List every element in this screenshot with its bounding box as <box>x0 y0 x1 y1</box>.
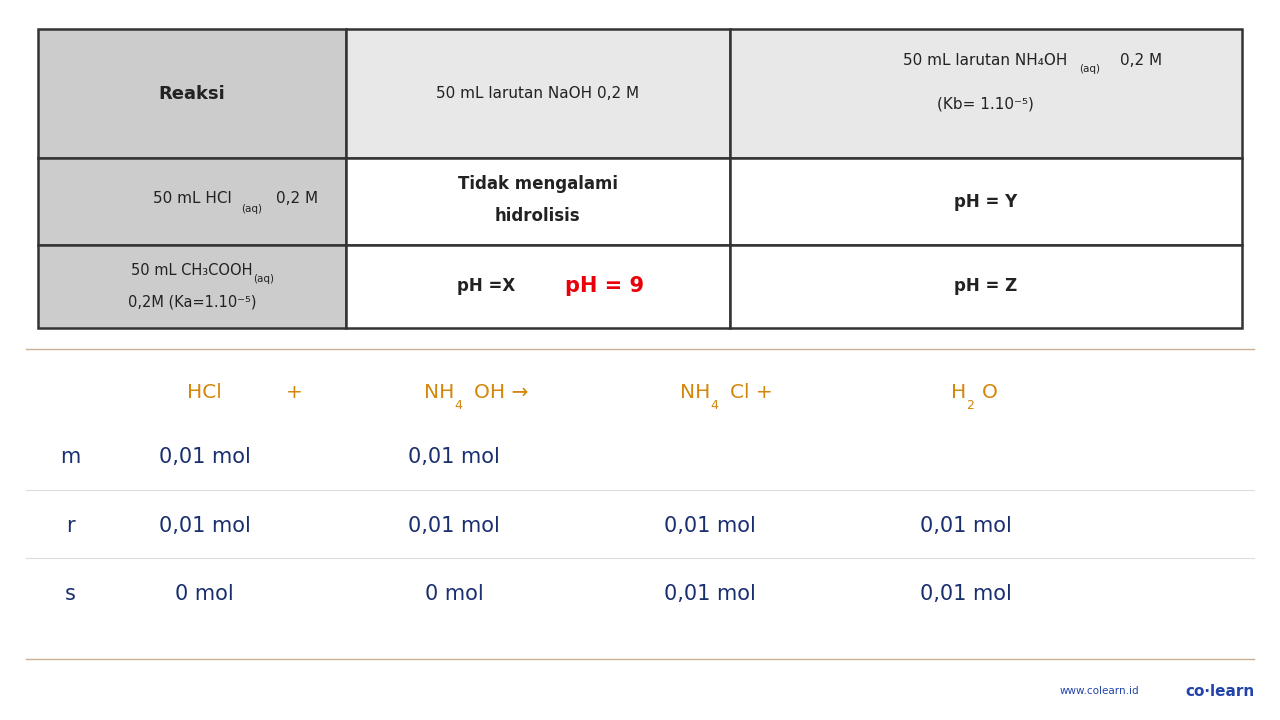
Bar <box>38 29 346 158</box>
Bar <box>730 29 1242 158</box>
Text: 0 mol: 0 mol <box>175 584 234 604</box>
Bar <box>38 158 346 245</box>
Text: 2: 2 <box>966 399 974 412</box>
Text: 4: 4 <box>454 399 462 412</box>
Text: www.colearn.id: www.colearn.id <box>1060 686 1139 696</box>
Text: O: O <box>982 383 997 402</box>
Text: pH = Z: pH = Z <box>954 277 1018 295</box>
Text: 0,01 mol: 0,01 mol <box>920 584 1012 604</box>
Text: 0 mol: 0 mol <box>425 584 484 604</box>
Text: Tidak mengalami: Tidak mengalami <box>458 175 618 193</box>
Text: Reaksi: Reaksi <box>159 85 225 103</box>
Bar <box>38 245 346 328</box>
Text: 0,01 mol: 0,01 mol <box>159 447 251 467</box>
Text: NH: NH <box>680 383 710 402</box>
Text: H: H <box>951 383 966 402</box>
Text: 0,01 mol: 0,01 mol <box>664 584 756 604</box>
Bar <box>346 245 730 328</box>
Text: pH = 9: pH = 9 <box>564 276 644 296</box>
Text: (aq): (aq) <box>1079 64 1100 74</box>
Text: r: r <box>67 516 74 536</box>
Text: 0,2 M: 0,2 M <box>1120 53 1162 68</box>
Text: Cl +: Cl + <box>730 383 772 402</box>
Text: 0,01 mol: 0,01 mol <box>408 516 500 536</box>
Text: s: s <box>65 584 76 604</box>
Text: m: m <box>60 447 81 467</box>
Text: 0,01 mol: 0,01 mol <box>408 447 500 467</box>
Text: hidrolisis: hidrolisis <box>495 207 580 225</box>
Text: (aq): (aq) <box>253 274 274 284</box>
Text: 0,2 M: 0,2 M <box>276 191 319 205</box>
Text: (aq): (aq) <box>241 204 261 214</box>
Text: 50 mL larutan NH₄OH: 50 mL larutan NH₄OH <box>904 53 1068 68</box>
Bar <box>346 158 730 245</box>
Text: +: + <box>285 383 303 402</box>
Text: HCl: HCl <box>187 383 223 402</box>
Bar <box>346 29 730 158</box>
Text: 0,2M (Ka=1.10⁻⁵): 0,2M (Ka=1.10⁻⁵) <box>128 294 256 310</box>
Text: 0,01 mol: 0,01 mol <box>920 516 1012 536</box>
Bar <box>730 158 1242 245</box>
Bar <box>730 245 1242 328</box>
Text: pH = Y: pH = Y <box>954 193 1018 211</box>
Text: OH →: OH → <box>474 383 527 402</box>
Text: pH =X: pH =X <box>457 277 516 295</box>
Text: 50 mL HCl: 50 mL HCl <box>152 191 232 205</box>
Text: 50 mL CH₃COOH: 50 mL CH₃COOH <box>132 263 252 278</box>
Text: 4: 4 <box>710 399 718 412</box>
Text: NH: NH <box>424 383 454 402</box>
Text: 50 mL larutan NaOH 0,2 M: 50 mL larutan NaOH 0,2 M <box>436 86 639 101</box>
Text: 0,01 mol: 0,01 mol <box>664 516 756 536</box>
Text: co·learn: co·learn <box>1185 684 1254 698</box>
Text: (Kb= 1.10⁻⁵): (Kb= 1.10⁻⁵) <box>937 97 1034 112</box>
Text: 0,01 mol: 0,01 mol <box>159 516 251 536</box>
